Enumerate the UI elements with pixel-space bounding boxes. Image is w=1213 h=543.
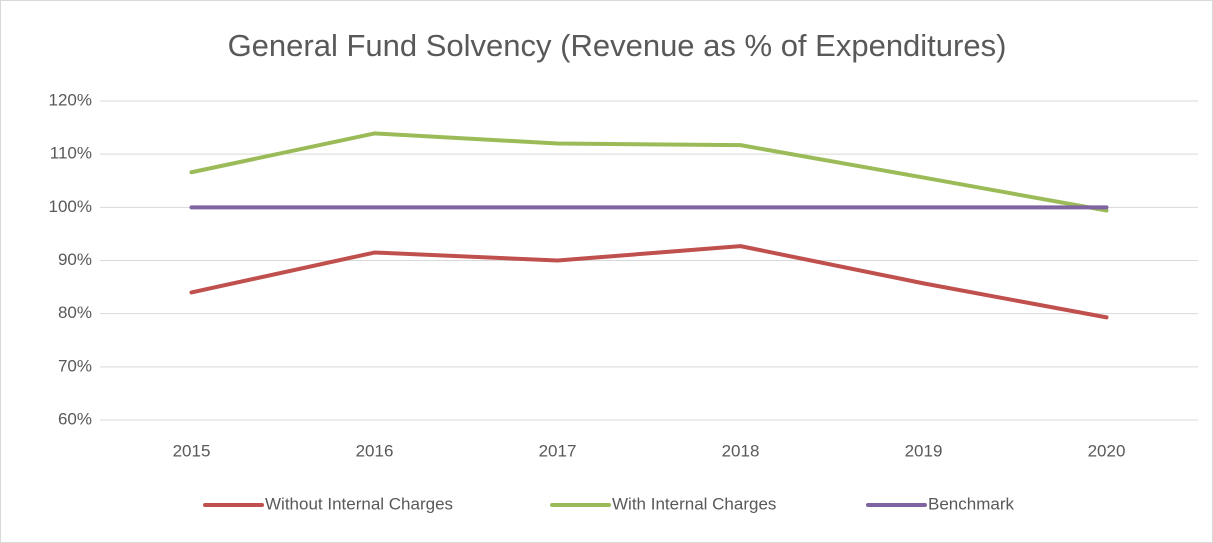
y-tick-label: 80%: [58, 303, 92, 322]
y-tick-label: 120%: [49, 90, 92, 109]
x-tick-label: 2015: [173, 441, 211, 460]
y-tick-label: 90%: [58, 250, 92, 269]
legend-label: Benchmark: [928, 494, 1014, 513]
y-tick-label: 60%: [58, 409, 92, 428]
x-tick-label: 2016: [356, 441, 394, 460]
legend-label: Without Internal Charges: [265, 494, 453, 513]
y-tick-label: 110%: [50, 144, 92, 163]
y-tick-label: 70%: [58, 356, 92, 375]
series-line: [189, 131, 1109, 213]
legend-label: With Internal Charges: [612, 494, 776, 513]
x-tick-label: 2018: [722, 441, 760, 460]
series-line: [189, 244, 1109, 320]
x-tick-label: 2017: [539, 441, 577, 460]
chart-title: General Fund Solvency (Revenue as % of E…: [228, 28, 1007, 63]
y-tick-label: 100%: [49, 197, 92, 216]
x-tick-label: 2020: [1088, 441, 1126, 460]
x-tick-label: 2019: [905, 441, 943, 460]
